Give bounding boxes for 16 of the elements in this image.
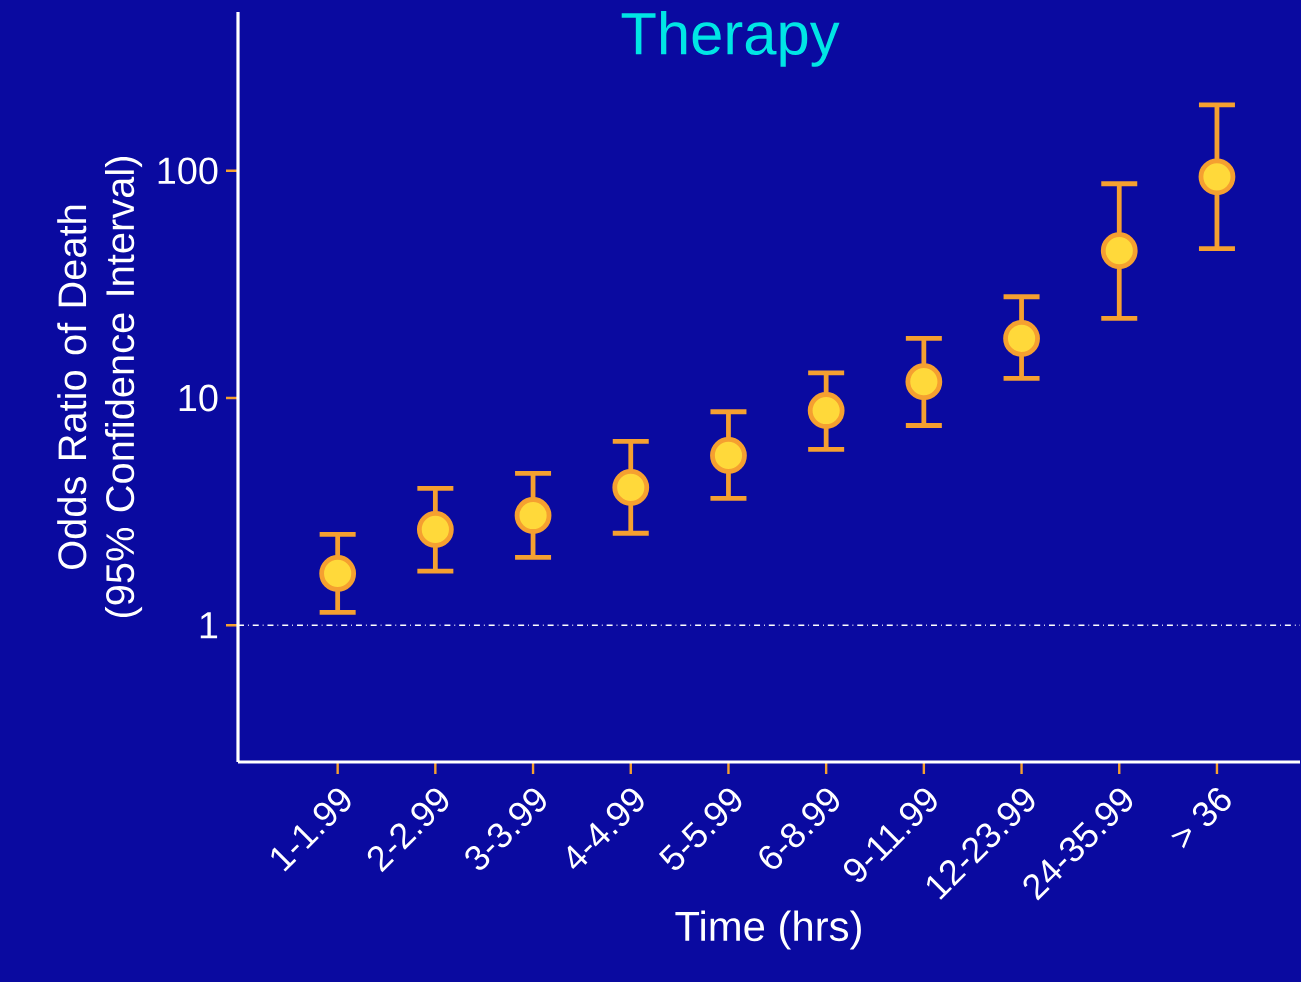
y-tick-label: 10 [179, 384, 218, 412]
point [710, 437, 747, 474]
y-axis-title: Odds Ratio of Death (95% Confidence Interval) [57, 156, 143, 618]
point [416, 511, 454, 548]
point [319, 555, 357, 592]
point [1100, 232, 1138, 270]
point [1003, 320, 1040, 357]
x-axis-title: Time (hrs) [675, 910, 861, 950]
y-tick-label: 1 [200, 612, 218, 639]
y-tick-label: 100 [158, 157, 218, 185]
point [612, 469, 650, 506]
point [807, 392, 845, 429]
chart-title: Therapy [621, 11, 840, 67]
point [514, 497, 552, 534]
x-tick-label: > 36 [1171, 788, 1231, 849]
point [905, 363, 943, 401]
